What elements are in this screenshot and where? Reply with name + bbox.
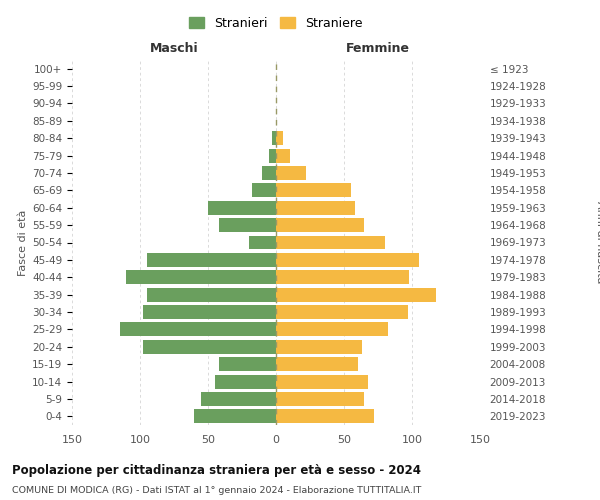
Bar — [276, 201, 355, 214]
Bar — [276, 340, 362, 353]
Legend: Stranieri, Straniere: Stranieri, Straniere — [184, 12, 368, 34]
Bar — [276, 236, 385, 250]
Bar — [119, 322, 276, 336]
Bar — [143, 305, 276, 319]
Bar — [276, 357, 358, 371]
Text: COMUNE DI MODICA (RG) - Dati ISTAT al 1° gennaio 2024 - Elaborazione TUTTITALIA.: COMUNE DI MODICA (RG) - Dati ISTAT al 1°… — [12, 486, 421, 495]
Bar — [272, 132, 276, 145]
Bar — [276, 410, 374, 424]
Bar — [147, 253, 276, 267]
Bar — [276, 166, 306, 180]
Bar — [215, 374, 276, 388]
Y-axis label: Anni di nascita: Anni di nascita — [595, 201, 600, 284]
Bar — [249, 236, 276, 250]
Text: Popolazione per cittadinanza straniera per età e sesso - 2024: Popolazione per cittadinanza straniera p… — [12, 464, 421, 477]
Bar — [147, 288, 276, 302]
Bar — [269, 148, 276, 162]
Y-axis label: Fasce di età: Fasce di età — [18, 210, 28, 276]
Bar — [276, 148, 290, 162]
Bar — [251, 184, 276, 198]
Bar — [219, 357, 276, 371]
Bar — [276, 184, 351, 198]
Text: Femmine: Femmine — [346, 42, 410, 55]
Bar — [262, 166, 276, 180]
Bar — [219, 218, 276, 232]
Bar — [276, 288, 436, 302]
Bar — [208, 201, 276, 214]
Bar — [201, 392, 276, 406]
Bar — [276, 270, 409, 284]
Text: Maschi: Maschi — [149, 42, 199, 55]
Bar — [143, 340, 276, 353]
Bar — [194, 410, 276, 424]
Bar — [127, 270, 276, 284]
Bar — [276, 322, 388, 336]
Bar — [276, 392, 364, 406]
Bar — [276, 305, 408, 319]
Bar — [276, 253, 419, 267]
Bar — [276, 132, 283, 145]
Bar — [276, 218, 364, 232]
Bar — [276, 374, 368, 388]
